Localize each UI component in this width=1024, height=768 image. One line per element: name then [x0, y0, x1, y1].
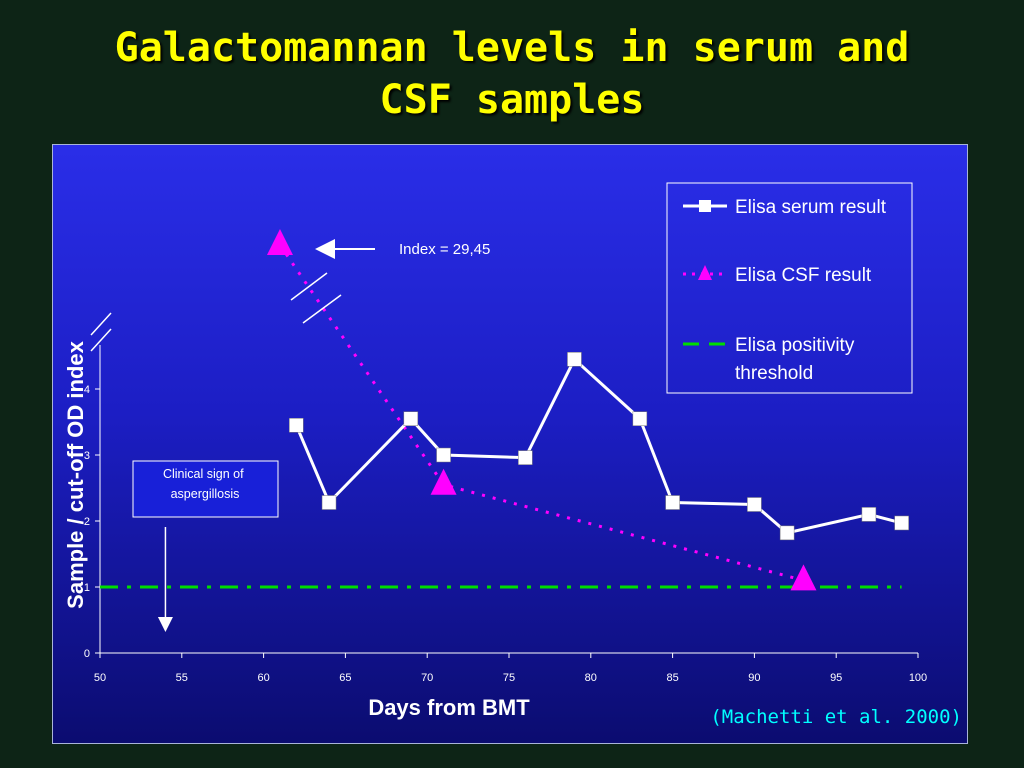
legend-threshold-label: Elisa positivity threshold [735, 335, 860, 384]
x-tick-label: 60 [257, 672, 269, 684]
x-tick-label: 70 [421, 672, 433, 684]
serum-marker [436, 447, 451, 463]
y-axis-break-mark [90, 328, 112, 352]
csf-line [278, 244, 804, 582]
serum-marker [861, 507, 877, 522]
clinical-sign-callout: Clinical sign of aspergillosis [132, 460, 279, 518]
plot-series [100, 229, 909, 591]
serum-marker [665, 495, 680, 510]
y-axis-break-mark [90, 312, 112, 336]
serum-marker [779, 525, 795, 541]
y-tick-label: 1 [84, 582, 90, 594]
chart: 50 55 60 65 70 75 80 85 90 95 100 0 1 2 3 4 Index = 29,… [63, 182, 927, 720]
csf-break-mark [302, 294, 342, 324]
serum-marker [632, 411, 648, 426]
legend: Elisa serum result Elisa CSF result Elis… [666, 182, 913, 394]
serum-marker [894, 515, 909, 531]
csf-break-mark [290, 272, 328, 301]
legend-csf-marker [698, 265, 712, 280]
y-tick-label: 0 [84, 648, 90, 660]
index-label: Index = 29,45 [399, 241, 490, 258]
x-tick-label: 50 [94, 672, 106, 684]
x-tick-label: 55 [176, 672, 188, 684]
x-tick-label: 90 [748, 672, 760, 684]
y-tick-label: 4 [84, 384, 90, 396]
serum-marker [403, 411, 419, 426]
axes: 50 55 60 65 70 75 80 85 90 95 100 0 1 2 3 4 [84, 312, 927, 684]
y-tick-label: 3 [84, 450, 90, 462]
chart-panel: 50 55 60 65 70 75 80 85 90 95 100 0 1 2 3 4 Index = 29,… [52, 144, 968, 744]
x-axis-title: Days from BMT [368, 695, 530, 720]
x-tick-label: 65 [339, 672, 351, 684]
x-tick-label: 100 [909, 672, 927, 684]
csf-marker [790, 564, 817, 591]
legend-serum-label: Elisa serum result [735, 197, 887, 218]
serum-marker [518, 450, 533, 465]
serum-line [294, 356, 903, 535]
title-line-1: Galactomannan levels in serum and [114, 25, 910, 71]
serum-marker [321, 495, 337, 510]
x-tick-label: 75 [503, 672, 515, 684]
serum-marker [289, 418, 304, 433]
serum-marker [747, 497, 762, 512]
x-tick-label: 85 [666, 672, 678, 684]
title-line-2: CSF samples [379, 77, 645, 123]
y-axis-title: Sample / cut-off OD index [63, 340, 88, 608]
citation: (Machetti et al. 2000) [710, 706, 962, 728]
csf-marker [430, 468, 457, 495]
legend-serum-marker [699, 200, 711, 212]
serum-marker [567, 352, 582, 367]
x-tick-label: 95 [830, 672, 842, 684]
annotations: Index = 29,45 [157, 239, 490, 632]
clinical-sign-label: Clinical sign of aspergillosis [163, 467, 247, 501]
csf-marker [266, 229, 293, 255]
x-tick-label: 80 [585, 672, 597, 684]
legend-csf-label: Elisa CSF result [735, 265, 872, 286]
y-tick-label: 2 [84, 516, 90, 528]
slide-title: Galactomannan levels in serum and CSF sa… [0, 22, 1024, 126]
